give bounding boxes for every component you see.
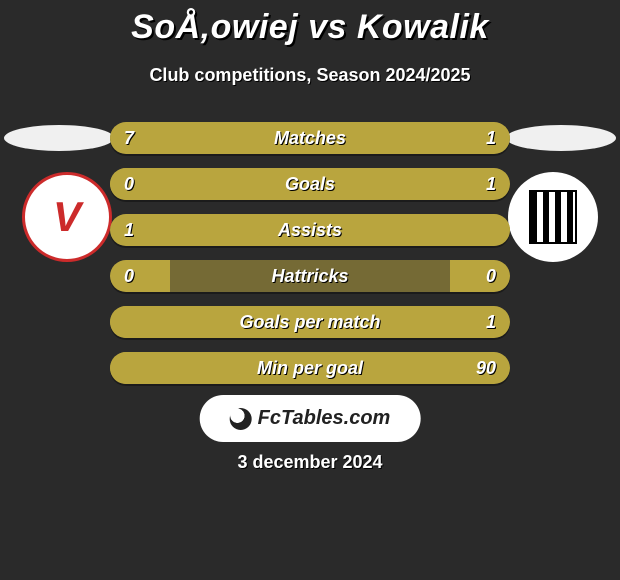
club-badge-right-stripes bbox=[529, 190, 577, 244]
stat-fill-left bbox=[110, 214, 510, 246]
stat-value-left: 0 bbox=[124, 260, 134, 292]
subtitle: Club competitions, Season 2024/2025 bbox=[0, 65, 620, 86]
stat-row: 90Min per goal bbox=[110, 352, 510, 384]
club-badge-right bbox=[508, 172, 598, 262]
brand-pill: FcTables.com bbox=[200, 395, 421, 442]
player-right-shadow bbox=[506, 125, 616, 151]
page-title: SoÅ‚owiej vs Kowalik bbox=[0, 0, 620, 47]
stat-value-right: 1 bbox=[486, 122, 496, 154]
stat-fill-right bbox=[110, 352, 510, 384]
player-left-shadow bbox=[4, 125, 114, 151]
stat-row: 1Goals per match bbox=[110, 306, 510, 338]
stat-value-left: 7 bbox=[124, 122, 134, 154]
stat-fill-right bbox=[110, 306, 510, 338]
stat-fill-right bbox=[450, 260, 510, 292]
stat-value-left: 0 bbox=[124, 168, 134, 200]
comparison-bars: 71Matches01Goals1Assists00Hattricks1Goal… bbox=[110, 122, 510, 398]
stat-value-right: 1 bbox=[486, 168, 496, 200]
date-label: 3 december 2024 bbox=[0, 452, 620, 473]
stat-fill-left bbox=[110, 260, 170, 292]
stat-row: 1Assists bbox=[110, 214, 510, 246]
stat-row: 01Goals bbox=[110, 168, 510, 200]
club-badge-left bbox=[22, 172, 112, 262]
stat-fill-right bbox=[110, 168, 510, 200]
stat-value-right: 1 bbox=[486, 306, 496, 338]
stat-value-right: 0 bbox=[486, 260, 496, 292]
stat-value-right: 90 bbox=[476, 352, 496, 384]
brand-text: FcTables.com bbox=[258, 407, 391, 430]
stat-row: 00Hattricks bbox=[110, 260, 510, 292]
stat-value-left: 1 bbox=[124, 214, 134, 246]
stat-fill-left bbox=[110, 122, 410, 154]
soccer-ball-icon bbox=[230, 408, 252, 430]
stat-row: 71Matches bbox=[110, 122, 510, 154]
